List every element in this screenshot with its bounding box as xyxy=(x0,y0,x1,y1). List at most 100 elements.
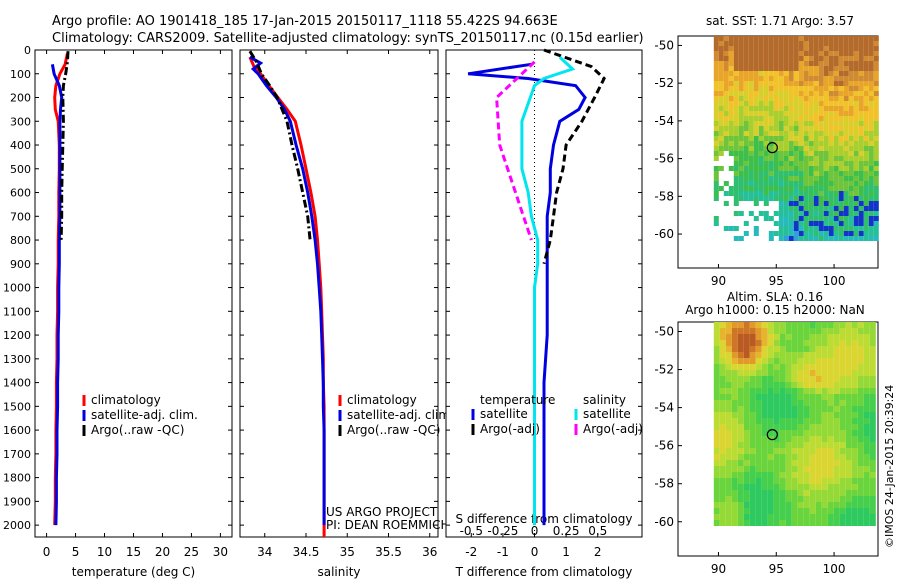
legend-label: satellite xyxy=(583,407,631,421)
x2-tick-label: -0.5 xyxy=(460,524,483,538)
map-field xyxy=(713,322,876,526)
y-tick-label: -56 xyxy=(654,152,674,166)
y-tick-label: -52 xyxy=(654,76,674,90)
legend-group-title: salinity xyxy=(583,393,626,407)
x-tick-label: 15 xyxy=(126,545,141,559)
annotation-line: PI: DEAN ROEMMICH xyxy=(326,518,449,532)
legend-group-title: temperature xyxy=(480,393,555,407)
y-tick-label: 500 xyxy=(10,163,31,176)
plot-frame xyxy=(34,49,233,538)
y-tick-label: -60 xyxy=(654,515,674,529)
map-title: Altim. SLA: 0.16 xyxy=(727,290,823,304)
x-tick-label: 34.5 xyxy=(293,545,320,559)
series-line-2 xyxy=(520,56,576,526)
series-line-3 xyxy=(495,60,536,241)
y-tick-label: 1700 xyxy=(3,448,31,461)
x-tick-label: 20 xyxy=(155,545,170,559)
x-tick-label: 25 xyxy=(184,545,199,559)
x-tick-label: 100 xyxy=(823,274,846,288)
series-line-2 xyxy=(248,50,312,241)
x-axis-label: T difference from climatology xyxy=(455,565,633,579)
x-tick-label: 35.5 xyxy=(375,545,402,559)
x-tick-label: 95 xyxy=(769,274,784,288)
series-line-1 xyxy=(50,64,64,526)
legend-label: Argo(..raw -QC) xyxy=(347,423,440,437)
y-tick-label: 600 xyxy=(10,187,31,200)
plot-frame xyxy=(239,49,439,538)
x-tick-label: 2 xyxy=(594,545,602,559)
y-tick-label: -58 xyxy=(654,189,674,203)
y-tick-label: 2000 xyxy=(3,519,31,532)
argo-position-marker xyxy=(766,429,778,441)
sst-map-panel: 90 95 100 -50 -52 -54 -56 -58 -60 sat. SST: 1.71 … xyxy=(654,14,879,288)
y-tick-label: -50 xyxy=(654,38,674,52)
header-line1: Argo profile: AO 1901418_185 17-Jan-2015… xyxy=(52,14,558,29)
y-tick-label: -54 xyxy=(654,114,674,128)
x-tick-label: 1 xyxy=(562,545,570,559)
legend-label: satellite-adj. clim. xyxy=(347,408,454,422)
y-tick-label: 200 xyxy=(10,92,31,105)
x-tick-label: 34 xyxy=(257,545,272,559)
x-tick-label: -1 xyxy=(497,545,509,559)
argo-position-marker xyxy=(766,142,778,154)
x-tick-label: 100 xyxy=(823,562,846,576)
y-tick-label: -52 xyxy=(654,363,674,377)
y-tick-label: 900 xyxy=(10,258,31,271)
y-tick-label: 100 xyxy=(10,68,31,81)
y-tick-label: 800 xyxy=(10,234,31,247)
map-title: sat. SST: 1.71 Argo: 3.57 xyxy=(706,14,854,28)
y-tick-label: 1900 xyxy=(3,495,31,508)
x-tick-label: 5 xyxy=(72,545,80,559)
y-tick-label: -54 xyxy=(654,401,674,415)
series-line-1 xyxy=(542,48,606,265)
sla-map-panel: 90 95 100 -50 -52 -54 -56 -58 -60 Altim. SLA: 0.1… xyxy=(654,290,879,576)
header-line2: Climatology: CARS2009. Satellite-adjuste… xyxy=(52,31,644,46)
y-tick-label: -58 xyxy=(654,477,674,491)
series-line-2 xyxy=(59,51,70,241)
x-tick-label: -2 xyxy=(465,545,477,559)
map-subtitle: Argo h1000: 0.15 h2000: NaN xyxy=(685,303,865,317)
x-axis-label: salinity xyxy=(317,565,360,579)
y-tick-label: 1300 xyxy=(3,353,31,366)
difference-panel: -2 -1 0 1 2 T difference from climatology -0.5… xyxy=(445,48,643,579)
temperature-panel: 0 100 200 300 400 500 600 700 800 900 1000 1100 1200… xyxy=(3,44,233,579)
x-tick-label: 95 xyxy=(769,562,784,576)
y-tick-label: 400 xyxy=(10,139,31,152)
y-tick-label: 1500 xyxy=(3,400,31,413)
x2-tick-label: 0.5 xyxy=(588,524,607,538)
y-tick-label: 1800 xyxy=(3,472,31,485)
y-tick-label: 1400 xyxy=(3,377,31,390)
x-tick-label: 30 xyxy=(213,545,228,559)
legend-label: Argo(-adj) xyxy=(480,422,540,436)
series-line-0 xyxy=(467,62,587,526)
series-line-1 xyxy=(249,55,326,526)
legend-label: climatology xyxy=(347,393,417,407)
x2-tick-label: 0.25 xyxy=(553,524,580,538)
x-tick-label: 35 xyxy=(340,545,355,559)
y-tick-label: 1000 xyxy=(3,282,31,295)
salinity-panel: 34 34.5 35 35.5 36 salinity climatologysatelli… xyxy=(239,49,454,579)
map-field xyxy=(713,36,879,241)
x-tick-label: 36 xyxy=(422,545,437,559)
annotation-line: US ARGO PROJECT xyxy=(326,505,438,519)
y-tick-label: -60 xyxy=(654,227,674,241)
x2-tick-label: -0.25 xyxy=(487,524,518,538)
stamp: ©IMOS 24-Jan-2015 20:39:24 xyxy=(883,385,896,548)
x-tick-label: 0 xyxy=(43,545,51,559)
x-tick-label: 0 xyxy=(531,545,539,559)
x-tick-label: 90 xyxy=(711,274,726,288)
x-tick-label: 10 xyxy=(97,545,112,559)
legend-label: climatology xyxy=(91,393,161,407)
y-tick-label: 1100 xyxy=(3,305,31,318)
legend-label: Argo(..raw -QC) xyxy=(91,423,184,437)
y-tick-label: -50 xyxy=(654,325,674,339)
legend-label: satellite-adj. clim. xyxy=(91,408,198,422)
y-tick-label: 300 xyxy=(10,115,31,128)
y-tick-label: 1200 xyxy=(3,329,31,342)
y-tick-label: 1600 xyxy=(3,424,31,437)
y-tick-label: 700 xyxy=(10,210,31,223)
y-tick-label: -56 xyxy=(654,439,674,453)
legend-label: Argo(-adj) xyxy=(583,422,643,436)
legend-label: satellite xyxy=(480,407,528,421)
